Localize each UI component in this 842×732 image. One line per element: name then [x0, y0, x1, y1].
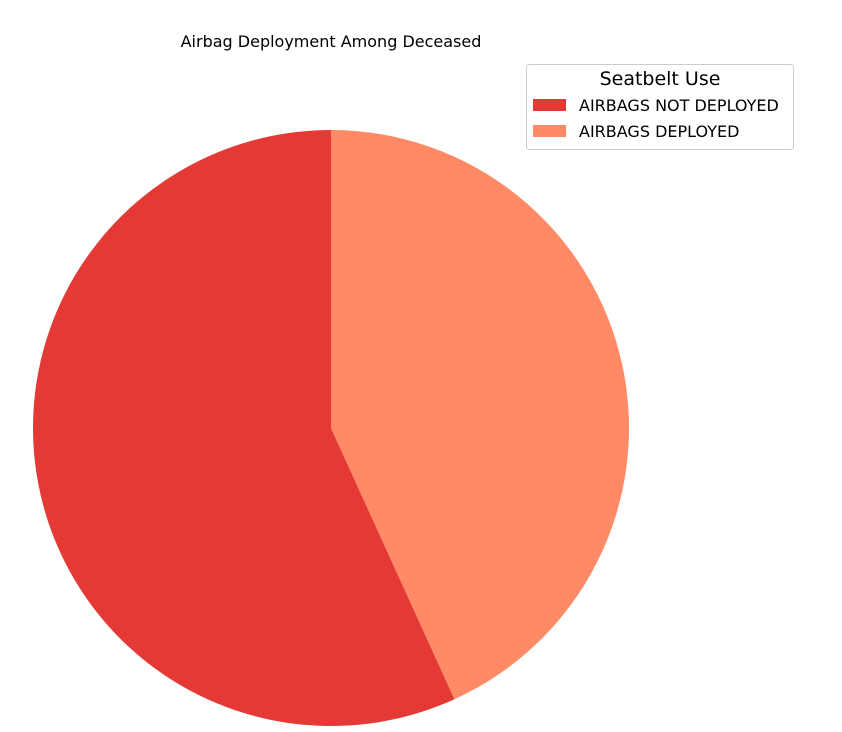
pie-slices	[33, 130, 630, 726]
legend-label-0: AIRBAGS NOT DEPLOYED	[579, 96, 779, 115]
legend-entries: AIRBAGS NOT DEPLOYED AIRBAGS DEPLOYED	[533, 96, 779, 141]
pie-slice-0	[33, 130, 455, 726]
legend-title: Seatbelt Use	[600, 68, 721, 90]
legend-swatch-0	[533, 99, 566, 111]
legend-swatch-1	[533, 125, 566, 137]
chart-title: Airbag Deployment Among Deceased	[181, 32, 482, 51]
legend-box	[526, 64, 794, 150]
pie-slice-1	[331, 130, 630, 700]
legend: Seatbelt Use AIRBAGS NOT DEPLOYEDAIRBAGS…	[526, 64, 794, 150]
legend-label-1: AIRBAGS DEPLOYED	[579, 122, 739, 141]
